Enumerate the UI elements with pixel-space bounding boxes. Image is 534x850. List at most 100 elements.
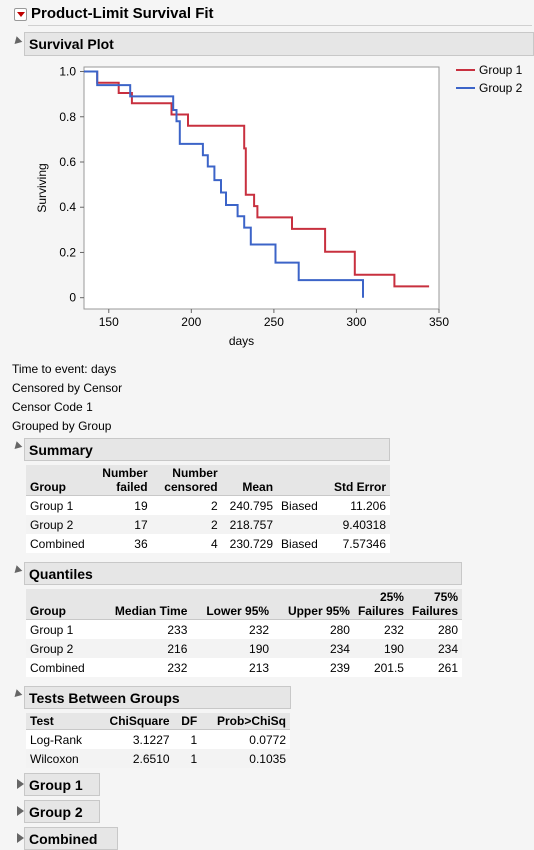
table-row: Group 2 216 190 234 190 234 [26,639,462,658]
col-header: Group [26,589,99,620]
col-header: 25% Failures [353,589,408,620]
table-cell: 19 [134,498,148,513]
quantiles-header[interactable]: Quantiles [24,562,462,585]
table-cell: 201.5 [373,660,404,675]
combined-outline-label: Combined [29,831,98,847]
table-row: Wilcoxon 2.6510 1 0.1035 [26,749,290,768]
table-cell: 9.40318 [325,515,390,534]
col-header [277,465,326,496]
disclosure-open-icon[interactable] [11,441,23,452]
table-row: Group 1 19 2 240.795 Biased 11.206 [26,496,390,516]
table-cell: Group 1 [30,498,74,513]
legend-label-1: Group 1 [479,63,523,77]
time-to-event-value: days [90,362,117,376]
tests-header[interactable]: Tests Between Groups [24,686,291,709]
survival-curve-1 [84,70,430,288]
col-header: Lower 95% [191,589,274,620]
table-row: Log-Rank 3.1227 1 0.0772 [26,730,290,750]
summary-header-label: Summary [29,442,93,458]
y-tick-label: 0.2 [59,245,76,259]
table-cell: 218.757 [221,515,278,534]
y-tick-label: 0 [69,291,76,305]
table-row: Combined 36 4 230.729 Biased 7.57346 [26,534,390,553]
x-tick-label: 300 [346,315,366,329]
x-tick-label: 200 [181,315,201,329]
table-cell: 1 [173,749,202,768]
tests-table: Test ChiSquare DF Prob>ChiSq Log-Rank 3.… [26,713,290,768]
table-cell: Combined [30,660,85,675]
censored-by-line: Censored by Censor [12,381,122,395]
col-header: ChiSquare [95,713,174,730]
legend-label-2: Group 2 [479,81,523,95]
summary-header-row: Group Number failed Number censored Mean… [26,465,390,496]
group-2-outline-header[interactable]: Group 2 [24,800,100,823]
col-header: Prob>ChiSq [201,713,290,730]
x-tick-label: 150 [99,315,119,329]
table-cell: Group 2 [26,515,94,534]
table-cell: 36 [134,536,148,551]
x-tick-label: 350 [429,315,449,329]
col-header: Median Time [98,589,192,620]
censor-code-value: 1 [86,400,93,414]
table-cell: 190 [353,639,408,658]
summary-header[interactable]: Summary [24,438,390,461]
table-cell: 0.1035 [201,749,290,768]
survival-plot-header-label: Survival Plot [29,36,114,52]
table-cell: 261 [437,660,458,675]
disclosure-closed-icon[interactable] [17,779,24,789]
table-cell [277,515,326,534]
table-cell: 234 [407,639,462,658]
title-rule [28,25,532,26]
time-to-event-line: Time to event: days [12,362,116,376]
censored-by-value: Censor [83,381,123,395]
quantiles-table: Group Median Time Lower 95% Upper 95% 25… [26,589,462,677]
survival-plot: 0 0.2 0.4 0.6 0.8 1.0 150 200 250 300 350 days Survi… [35,63,523,348]
table-cell: 1 [190,732,198,747]
combined-outline-header[interactable]: Combined [24,827,118,850]
group-1-outline-header[interactable]: Group 1 [24,773,100,796]
group-2-outline-label: Group 2 [29,804,83,820]
col-header: Upper 95% [273,589,354,620]
group-1-outline-label: Group 1 [29,777,83,793]
table-cell: 2 [151,515,222,534]
table-cell: 280 [329,622,350,637]
censored-by-label: Censored by [12,381,81,395]
col-header: Test [26,713,96,730]
disclosure-open-icon[interactable] [11,36,23,47]
table-cell: 17 [93,515,152,534]
table-cell: 240.795 [229,498,274,513]
table-cell: Log-Rank [30,732,83,747]
table-cell: 230.729 [229,536,274,551]
survival-plot-header[interactable]: Survival Plot [24,32,534,56]
grouped-by-line: Grouped by Group [12,419,111,433]
survival-curve-2 [84,70,364,298]
grouped-by-label: Grouped by [12,419,75,433]
col-header: Group [26,465,94,496]
x-axis-label: days [229,334,254,348]
table-cell: Group 2 [26,639,99,658]
table-cell: 232 [167,660,188,675]
disclosure-closed-icon[interactable] [17,806,24,816]
table-cell: 11.206 [350,498,386,513]
censor-code-label: Censor Code [12,400,83,414]
table-cell: 4 [210,536,218,551]
table-cell: 7.57346 [342,536,386,551]
table-cell: 2.6510 [95,749,174,768]
table-cell: 2 [210,498,218,513]
table-cell: 216 [98,639,192,658]
disclosure-open-icon[interactable] [11,565,23,576]
disclosure-closed-icon[interactable] [17,833,24,843]
table-cell: Biased [281,498,318,513]
y-axis-label: Surviving [35,163,49,212]
table-cell: 0.0772 [249,732,286,747]
col-header: 75% Failures [407,589,462,620]
col-header: Mean [221,465,278,496]
summary-table: Group Number failed Number censored Mean… [26,465,390,553]
y-tick-label: 0.4 [59,200,76,214]
plot-frame [83,66,440,310]
report-title: Product-Limit Survival Fit [31,5,214,22]
table-cell: 213 [249,660,270,675]
disclosure-open-icon[interactable] [11,689,23,700]
red-triangle-menu-button[interactable] [14,8,27,21]
table-row: Combined 232 213 239 201.5 261 [26,658,462,677]
